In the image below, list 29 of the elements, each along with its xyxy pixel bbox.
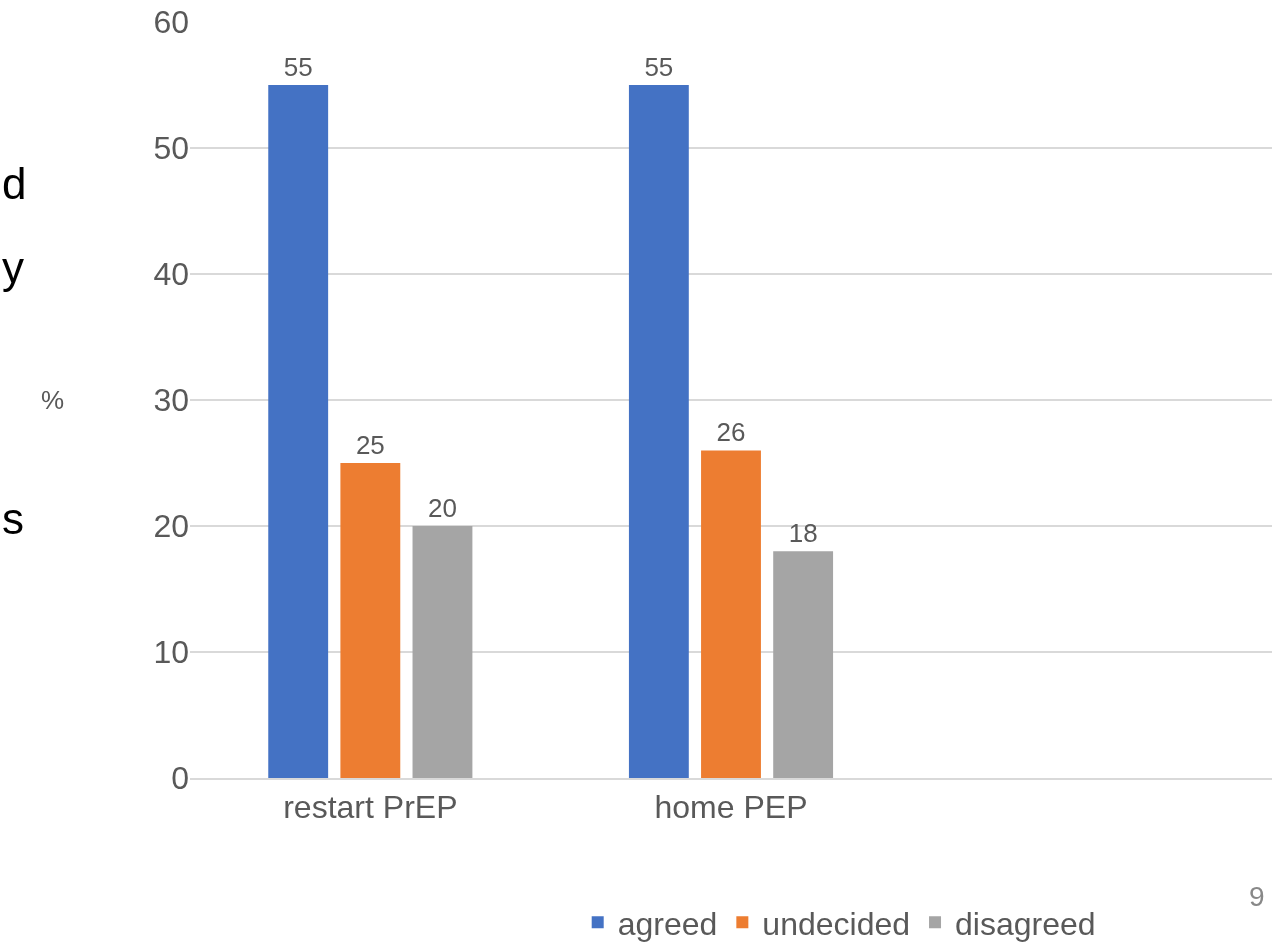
legend-label: undecided xyxy=(762,905,911,942)
y-tick-label: 20 xyxy=(153,508,189,545)
data-label: 25 xyxy=(355,430,385,460)
y-tick-label: 30 xyxy=(153,382,189,419)
bar xyxy=(701,450,761,778)
bar xyxy=(773,551,834,778)
y-tick-label: 50 xyxy=(153,130,189,167)
bar xyxy=(268,85,329,778)
x-tick-label: home PEP xyxy=(654,789,808,826)
bar xyxy=(628,85,689,778)
y-tick-label: 10 xyxy=(153,634,189,671)
data-label: 18 xyxy=(788,518,818,549)
text: 9 xyxy=(1249,881,1265,912)
data-label: 55 xyxy=(283,52,313,82)
bar xyxy=(340,463,401,778)
y-axis-title: % xyxy=(41,385,65,415)
y-tick-label: 60 xyxy=(153,4,189,41)
data-label: 55 xyxy=(644,52,674,82)
y-tick-label: 40 xyxy=(153,256,189,293)
legend-label: agreed xyxy=(617,905,718,942)
text: s xyxy=(2,494,24,543)
data-label: 26 xyxy=(716,417,746,448)
y-tick-label: 0 xyxy=(171,760,189,797)
x-tick-label: restart PrEP xyxy=(283,789,458,826)
legend-label: disagreed xyxy=(955,905,1096,942)
bar xyxy=(412,526,473,778)
text: d xyxy=(2,159,27,208)
data-label: 20 xyxy=(428,493,457,523)
text: y xyxy=(2,243,24,292)
